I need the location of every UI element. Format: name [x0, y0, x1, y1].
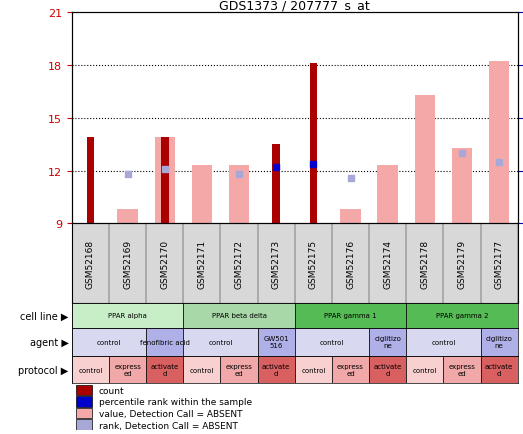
Bar [184, 224, 221, 303]
Bar [146, 356, 184, 384]
Text: ciglitizo
ne: ciglitizo ne [374, 335, 401, 349]
Bar [369, 356, 406, 384]
Text: GSM52169: GSM52169 [123, 239, 132, 288]
Bar [221, 224, 258, 303]
Bar [295, 303, 406, 328]
Text: GSM52178: GSM52178 [420, 239, 429, 288]
Text: control: control [320, 339, 344, 345]
Bar [146, 224, 184, 303]
Text: PPAR gamma 2: PPAR gamma 2 [436, 312, 488, 319]
Text: PPAR beta delta: PPAR beta delta [212, 312, 267, 319]
Bar [72, 224, 109, 303]
Bar [444, 224, 481, 303]
Text: GSM52175: GSM52175 [309, 239, 318, 288]
Bar [72, 356, 109, 384]
Text: control: control [301, 367, 326, 373]
Text: GSM52171: GSM52171 [197, 239, 207, 288]
Bar [369, 224, 406, 303]
Bar [332, 356, 369, 384]
Bar [406, 224, 444, 303]
Bar [406, 303, 518, 328]
Bar [489, 62, 509, 224]
Bar [76, 396, 92, 407]
Text: GSM52179: GSM52179 [458, 239, 467, 288]
Bar [340, 210, 361, 224]
Bar [332, 224, 369, 303]
Bar [295, 356, 332, 384]
Bar [229, 166, 249, 224]
Text: GSM52170: GSM52170 [160, 239, 169, 288]
Text: count: count [99, 386, 124, 395]
Bar [72, 328, 146, 356]
Bar [184, 328, 258, 356]
Text: PPAR gamma 1: PPAR gamma 1 [324, 312, 377, 319]
Text: activate
d: activate d [485, 363, 513, 376]
Bar [184, 303, 295, 328]
Bar [76, 420, 92, 430]
Text: GSM52174: GSM52174 [383, 239, 392, 288]
Text: agent ▶: agent ▶ [30, 337, 69, 347]
Bar [117, 210, 138, 224]
Text: GSM52173: GSM52173 [272, 239, 281, 288]
Text: express
ed: express ed [337, 363, 364, 376]
Bar [258, 224, 295, 303]
Bar [192, 166, 212, 224]
Text: express
ed: express ed [114, 363, 141, 376]
Bar [310, 64, 317, 224]
Bar [87, 138, 94, 224]
Text: activate
d: activate d [373, 363, 402, 376]
Text: fenofibric acid: fenofibric acid [140, 339, 190, 345]
Bar [295, 224, 332, 303]
Bar [272, 145, 280, 224]
Text: control: control [78, 367, 103, 373]
Bar [146, 328, 184, 356]
Text: control: control [208, 339, 233, 345]
Text: activate
d: activate d [151, 363, 179, 376]
Text: control: control [97, 339, 121, 345]
Bar [221, 356, 258, 384]
Text: percentile rank within the sample: percentile rank within the sample [99, 398, 252, 407]
Bar [481, 328, 518, 356]
Bar [481, 224, 518, 303]
Text: express
ed: express ed [225, 363, 253, 376]
Bar [369, 328, 406, 356]
Text: GW501
516: GW501 516 [264, 335, 289, 349]
Text: express
ed: express ed [449, 363, 475, 376]
Text: PPAR alpha: PPAR alpha [108, 312, 147, 319]
Text: GSM52168: GSM52168 [86, 239, 95, 288]
Bar [109, 356, 146, 384]
Title: GDS1373 / 207777_s_at: GDS1373 / 207777_s_at [220, 0, 370, 12]
Bar [154, 138, 175, 224]
Bar [415, 95, 435, 224]
Text: control: control [190, 367, 214, 373]
Text: control: control [413, 367, 437, 373]
Bar [161, 138, 168, 224]
Text: GSM52172: GSM52172 [235, 239, 244, 288]
Text: value, Detection Call = ABSENT: value, Detection Call = ABSENT [99, 409, 242, 418]
Bar [76, 385, 92, 395]
Text: activate
d: activate d [262, 363, 290, 376]
Bar [481, 356, 518, 384]
Bar [76, 408, 92, 418]
Text: protocol ▶: protocol ▶ [18, 365, 69, 375]
Bar [295, 328, 369, 356]
Text: rank, Detection Call = ABSENT: rank, Detection Call = ABSENT [99, 421, 237, 430]
Text: ciglitizo
ne: ciglitizo ne [486, 335, 513, 349]
Bar [406, 356, 444, 384]
Bar [72, 303, 184, 328]
Bar [184, 356, 221, 384]
Text: GSM52177: GSM52177 [495, 239, 504, 288]
Bar [109, 224, 146, 303]
Bar [378, 166, 398, 224]
Bar [452, 148, 472, 224]
Text: GSM52176: GSM52176 [346, 239, 355, 288]
Bar [406, 328, 481, 356]
Text: control: control [431, 339, 456, 345]
Bar [258, 328, 295, 356]
Bar [258, 356, 295, 384]
Text: cell line ▶: cell line ▶ [20, 311, 69, 321]
Bar [444, 356, 481, 384]
